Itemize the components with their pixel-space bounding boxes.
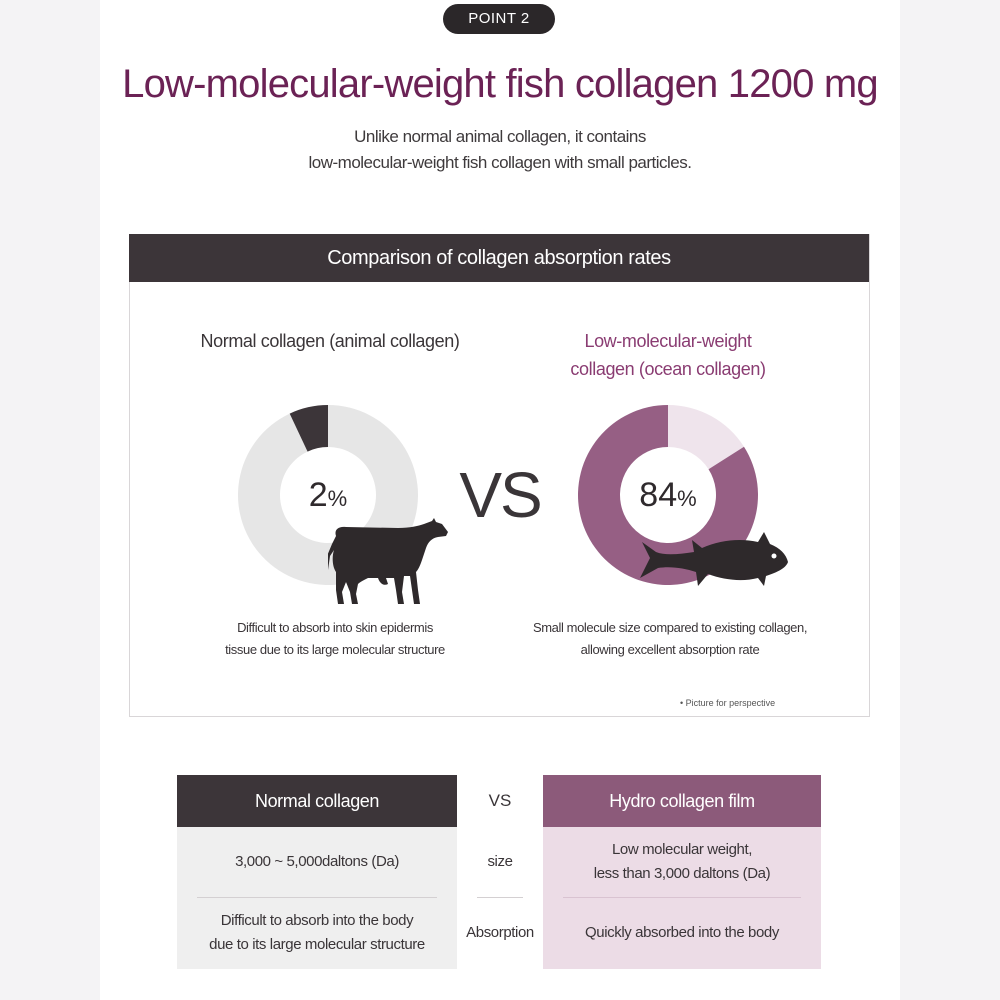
right-ring-group	[578, 405, 758, 585]
left-desc-line-1: Difficult to absorb into skin epidermis	[237, 620, 433, 635]
table-column-normal	[177, 827, 457, 969]
table-row-size-normal: 3,000 ~ 5,000daltons (Da)	[177, 827, 457, 897]
right-title-line-2: collagen (ocean collagen)	[570, 359, 766, 379]
row-divider-mid	[477, 897, 523, 898]
right-donut-chart: 84%	[577, 404, 759, 586]
table-row-size-hydro: Low molecular weight, less than 3,000 da…	[543, 827, 821, 897]
absorption-hydro-text: Quickly absorbed into the body	[585, 924, 779, 941]
table-column-labels	[457, 827, 543, 969]
left-donut-label: 2%	[237, 404, 419, 586]
vs-label: VS	[459, 459, 542, 531]
headline: Low-molecular-weight fish collagen 1200 …	[122, 62, 879, 106]
comparison-table: Normal collagen VS Hydro collagen film 3…	[177, 775, 821, 969]
table-column-hydro	[543, 827, 821, 969]
right-unit: %	[677, 486, 697, 511]
size-hydro-line-1: Low molecular weight,	[611, 841, 752, 858]
size-hydro-line-2: less than 3,000 daltons (Da)	[593, 865, 771, 882]
cow-icon	[328, 518, 448, 604]
right-description: Small molecule size compared to existing…	[510, 617, 830, 661]
left-column-title: Normal collagen (animal collagen)	[200, 331, 460, 351]
absorption-label-text: Absorption	[466, 924, 534, 941]
right-donut-label: 84%	[577, 404, 759, 586]
right-desc-line-1: Small molecule size compared to existing…	[532, 620, 808, 635]
left-slice-absorbed	[289, 405, 328, 452]
right-donut-svg	[578, 405, 758, 585]
row-divider-right	[563, 897, 801, 898]
table-row-size-label: size	[457, 827, 543, 897]
table-header-hydro: Hydro collagen film	[543, 775, 821, 827]
left-description: Difficult to absorb into skin epidermis …	[190, 617, 480, 661]
table-row-absorption-hydro: Quickly absorbed into the body	[543, 897, 821, 969]
left-desc-line-2: tissue due to its large molecular struct…	[225, 642, 445, 657]
absorption-normal-line-2: due to its large molecular structure	[209, 936, 425, 953]
left-value: 2	[308, 476, 328, 514]
table-header-vs: VS	[457, 775, 543, 827]
subline-2: low-molecular-weight fish collagen with …	[308, 153, 693, 172]
size-normal-text: 3,000 ~ 5,000daltons (Da)	[235, 853, 399, 870]
point-badge: POINT 2	[443, 4, 555, 34]
left-unit: %	[327, 486, 348, 511]
table-header-normal: Normal collagen	[177, 775, 457, 827]
right-slice-not-absorbed	[668, 405, 744, 470]
row-divider-left	[197, 897, 437, 898]
fish-icon	[640, 532, 788, 586]
right-value: 84	[639, 476, 678, 514]
right-desc-line-2: allowing excellent absorption rate	[580, 642, 760, 657]
size-label-text: size	[487, 853, 513, 870]
right-slice-absorbed	[578, 405, 758, 585]
absorption-normal-line-1: Difficult to absorb into the body	[220, 912, 414, 929]
table-row-absorption-normal: Difficult to absorb into the body due to…	[177, 897, 457, 969]
perspective-note: • Picture for perspective	[680, 698, 776, 708]
right-column-title: Low-molecular-weight collagen (ocean col…	[508, 327, 828, 383]
right-title-line-1: Low-molecular-weight	[584, 331, 752, 351]
table-row-absorption-label: Absorption	[457, 897, 543, 969]
subline-1: Unlike normal animal collagen, it contai…	[354, 127, 646, 146]
card-title: Comparison of collagen absorption rates	[129, 234, 869, 282]
